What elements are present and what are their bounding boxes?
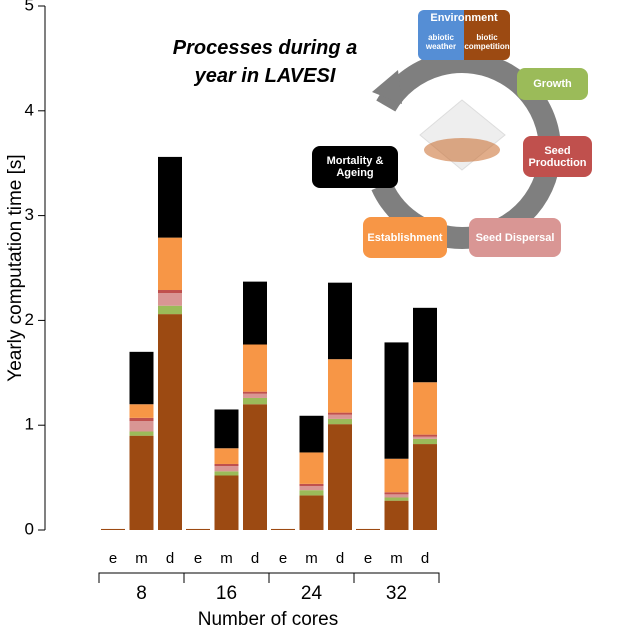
group-label: 24 (301, 583, 323, 604)
bar-segment (158, 305, 182, 315)
bar-segment (299, 415, 324, 453)
bar-segment (158, 156, 182, 238)
x-tick-label: e (279, 550, 287, 567)
group-label: 8 (136, 583, 147, 604)
bar-segment (328, 424, 352, 530)
bar-segment (384, 500, 409, 530)
y-tick-label: 0 (25, 519, 34, 538)
bar-segment (299, 485, 324, 491)
soil (424, 138, 500, 162)
x-tick-label: d (251, 550, 259, 567)
bar-segment (328, 359, 352, 413)
group-bracket (353, 572, 440, 583)
bar-segment (243, 404, 267, 530)
bar-segment (328, 414, 352, 419)
bar-segment (384, 458, 409, 493)
bar-segment (413, 307, 437, 383)
group-label: 16 (216, 583, 237, 604)
group-bracket (183, 572, 270, 583)
bar-segment (413, 438, 437, 445)
bar-segment (328, 418, 352, 425)
bar-segment (384, 342, 409, 459)
cycle-arrow (372, 70, 402, 104)
x-tick-label: m (135, 550, 148, 567)
bar-segment (214, 475, 239, 530)
bar-segment (129, 417, 154, 422)
legend-entry: Growth (517, 68, 588, 100)
bar-segment (158, 314, 182, 530)
bar-segment (384, 497, 409, 501)
legend-entry: Establishment (363, 217, 447, 258)
x-tick-label: e (194, 550, 202, 567)
x-tick-label: d (166, 550, 174, 567)
x-tick-label: m (305, 550, 318, 567)
bar-segment (299, 452, 324, 484)
x-tick-label: d (421, 550, 429, 567)
annotation: t+1 (347, 97, 367, 113)
legend-entry: Seed Dispersal (469, 218, 561, 257)
chart-title: Processes during a year in LAVESI (172, 37, 358, 87)
group-bracket (268, 572, 355, 583)
bar-segment (129, 435, 154, 530)
bar-segment (186, 528, 210, 530)
bar-segment (214, 409, 239, 449)
bar-segment (158, 290, 182, 294)
y-tick-label: 1 (25, 415, 34, 434)
x-tick-label: m (390, 550, 403, 567)
x-tick-label: m (220, 550, 233, 567)
bar-segment (243, 393, 267, 398)
bar-segment (158, 237, 182, 291)
y-tick-label: 5 (25, 0, 34, 14)
group-label: 32 (386, 583, 407, 604)
bar-segment (299, 490, 324, 496)
bar-segment (214, 466, 239, 472)
bar-segment (243, 397, 267, 405)
legend-entry: Mortality & Ageing (312, 146, 398, 188)
bar-segment (129, 351, 154, 405)
bar-segment (243, 281, 267, 345)
bar-segment (299, 495, 324, 530)
y-axis-label: Yearly computation time [s] (5, 154, 26, 381)
y-tick-label: 4 (25, 100, 34, 119)
y-tick-label: 2 (25, 310, 34, 329)
bar-segment (214, 471, 239, 476)
x-tick-label: e (364, 550, 372, 567)
bar-segment (413, 434, 437, 437)
bar-segment (214, 463, 239, 467)
bar-segment (129, 421, 154, 432)
bar-segment (158, 293, 182, 306)
group-bracket (98, 572, 185, 583)
annotation: abiotic weather (418, 24, 464, 60)
x-axis-label: Number of cores (198, 609, 338, 630)
bar-segment (356, 528, 380, 530)
bar-segment (328, 282, 352, 360)
bar-segment (413, 382, 437, 435)
bar-segment (243, 344, 267, 392)
bar-segment (328, 412, 352, 415)
bar-segment (243, 391, 267, 394)
bar-segment (214, 448, 239, 464)
x-tick-label: e (109, 550, 117, 567)
bar-segment (129, 404, 154, 418)
bar-segment (271, 528, 295, 530)
bar-segment (384, 494, 409, 498)
bar-segment (299, 483, 324, 486)
x-tick-label: d (336, 550, 344, 567)
bar-segment (384, 492, 409, 495)
legend-entry: biotic competition (464, 24, 510, 60)
bar-segment (413, 436, 437, 439)
bar-segment (129, 431, 154, 436)
bar-segment (101, 528, 125, 530)
annotation: Environment (418, 10, 510, 26)
legend-entry: Seed Production (523, 136, 592, 177)
y-tick-label: 3 (25, 205, 34, 224)
bar-segment (413, 444, 437, 530)
